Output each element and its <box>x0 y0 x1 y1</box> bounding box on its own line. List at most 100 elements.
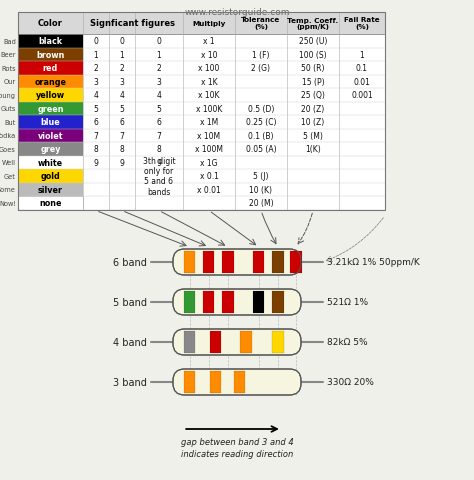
Text: 2: 2 <box>156 64 161 73</box>
Text: 3: 3 <box>93 78 99 86</box>
Bar <box>18 116 83 129</box>
Bar <box>18 143 83 156</box>
Text: 4 band: 4 band <box>113 337 147 347</box>
Text: yellow: yellow <box>36 91 65 100</box>
Text: 0: 0 <box>93 37 99 46</box>
Text: 0.1: 0.1 <box>356 64 368 73</box>
Text: x 100: x 100 <box>198 64 219 73</box>
Bar <box>210 371 221 394</box>
Text: 0.1 (B): 0.1 (B) <box>248 132 274 141</box>
Text: 25 (Q): 25 (Q) <box>301 91 325 100</box>
Text: 3: 3 <box>156 78 162 86</box>
FancyBboxPatch shape <box>173 289 301 315</box>
Text: Tolerance
(%): Tolerance (%) <box>241 17 281 30</box>
Text: 7: 7 <box>119 132 125 141</box>
Bar <box>18 35 83 48</box>
Text: Get: Get <box>4 173 16 180</box>
Text: 0.05 (A): 0.05 (A) <box>246 145 276 154</box>
Text: 2 (G): 2 (G) <box>252 64 271 73</box>
Text: x 100M: x 100M <box>195 145 223 154</box>
Text: Young: Young <box>0 93 16 98</box>
Bar <box>184 252 195 274</box>
Text: 1: 1 <box>360 51 365 60</box>
Bar <box>18 48 83 62</box>
Text: 250 (U): 250 (U) <box>299 37 327 46</box>
Bar <box>203 291 214 313</box>
Bar <box>18 13 385 210</box>
Text: 0.001: 0.001 <box>351 91 373 100</box>
Bar <box>18 62 83 75</box>
Bar <box>184 291 195 313</box>
Text: 82kΩ 5%: 82kΩ 5% <box>327 338 368 347</box>
Text: 330Ω 20%: 330Ω 20% <box>327 378 374 387</box>
Bar <box>290 252 301 274</box>
Text: 10 (Z): 10 (Z) <box>301 118 325 127</box>
Text: Beer: Beer <box>0 52 16 58</box>
Text: x 10K: x 10K <box>198 91 220 100</box>
Text: 7: 7 <box>93 132 99 141</box>
Text: 10 (K): 10 (K) <box>249 185 273 194</box>
Bar <box>253 291 264 313</box>
Text: Some: Some <box>0 187 16 193</box>
Text: Rots: Rots <box>1 66 16 72</box>
Text: green: green <box>37 105 64 113</box>
FancyBboxPatch shape <box>173 329 301 355</box>
Text: violet: violet <box>38 132 63 141</box>
Text: Vodka: Vodka <box>0 133 16 139</box>
Text: 15 (P): 15 (P) <box>301 78 324 86</box>
Text: 3.21kΩ 1% 50ppm/K: 3.21kΩ 1% 50ppm/K <box>327 258 420 267</box>
Text: orange: orange <box>35 78 66 86</box>
Text: Now!: Now! <box>0 200 16 206</box>
Text: 6: 6 <box>119 118 125 127</box>
Bar <box>184 371 195 394</box>
Text: x 0.01: x 0.01 <box>197 185 221 194</box>
Text: 5 band: 5 band <box>113 298 147 307</box>
Text: Multiply: Multiply <box>192 21 226 27</box>
Text: x 1: x 1 <box>203 37 215 46</box>
Bar <box>203 252 214 274</box>
Bar <box>18 129 83 143</box>
Text: Signficant figures: Signficant figures <box>91 20 175 28</box>
Text: Goes: Goes <box>0 146 16 153</box>
Bar <box>18 183 83 197</box>
Bar <box>18 75 83 89</box>
FancyBboxPatch shape <box>173 250 301 276</box>
Text: 3th digit
only for
5 and 6
bands: 3th digit only for 5 and 6 bands <box>143 156 175 196</box>
Text: 8: 8 <box>156 145 161 154</box>
Text: 5 (M): 5 (M) <box>303 132 323 141</box>
Text: 0.01: 0.01 <box>354 78 371 86</box>
FancyBboxPatch shape <box>173 369 301 395</box>
Bar <box>18 13 385 210</box>
Text: 1 (F): 1 (F) <box>252 51 270 60</box>
Text: 9: 9 <box>93 158 99 168</box>
Text: gold: gold <box>41 172 60 181</box>
Text: white: white <box>38 158 63 168</box>
Text: 1: 1 <box>156 51 161 60</box>
Text: 0.5 (D): 0.5 (D) <box>248 105 274 113</box>
Text: 4: 4 <box>93 91 99 100</box>
Text: 8: 8 <box>119 145 124 154</box>
Bar <box>222 252 234 274</box>
Text: 6 band: 6 band <box>113 257 147 267</box>
Bar <box>273 331 283 353</box>
Text: x 10: x 10 <box>201 51 217 60</box>
Text: blue: blue <box>41 118 60 127</box>
Text: 3: 3 <box>119 78 125 86</box>
Text: Temp. Coeff.
(ppm/K): Temp. Coeff. (ppm/K) <box>287 17 338 30</box>
Text: red: red <box>43 64 58 73</box>
Text: x 10M: x 10M <box>198 132 220 141</box>
Text: Fail Rate
(%): Fail Rate (%) <box>344 17 380 30</box>
Text: gap between band 3 and 4
indicates reading direction: gap between band 3 and 4 indicates readi… <box>181 437 293 458</box>
Bar <box>18 89 83 102</box>
Text: Bad: Bad <box>3 39 16 45</box>
Text: But: But <box>5 120 16 125</box>
Text: grey: grey <box>40 145 61 154</box>
Text: x 1G: x 1G <box>200 158 218 168</box>
Text: 20 (Z): 20 (Z) <box>301 105 325 113</box>
Text: 5 (J): 5 (J) <box>253 172 269 181</box>
Bar <box>18 102 83 116</box>
Bar <box>184 331 195 353</box>
Text: Guts: Guts <box>0 106 16 112</box>
Text: 9: 9 <box>119 158 125 168</box>
Text: x 1K: x 1K <box>201 78 217 86</box>
